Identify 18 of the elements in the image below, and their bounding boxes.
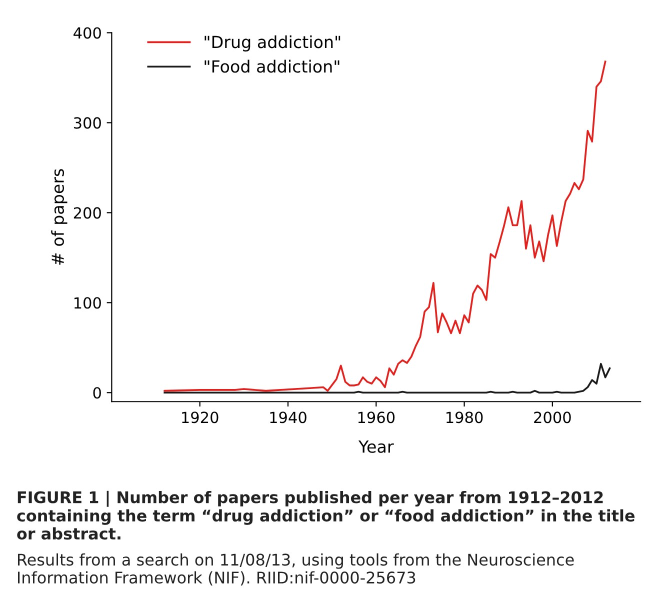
caption: FIGURE 1 | Number of papers published per year from 1912–2012 containing the term “drug addiction” or “food addiction” in the title or abstract. (17, 490, 635, 540)
x-tick-label: 1940 (270, 412, 306, 424)
legend-label: "Food addiction" (204, 60, 340, 73)
y-tick-label: 300 (74, 117, 101, 129)
x-tick-label: 1980 (446, 412, 483, 424)
x-tick-label: 1920 (182, 412, 218, 424)
x-tick-label: 2000 (534, 412, 571, 424)
line-series (164, 60, 606, 392)
x-tick-label: 1960 (358, 412, 395, 424)
y-axis-title: # of papers (51, 169, 68, 265)
y-tick-label: 200 (74, 207, 101, 219)
y-tick-label: 100 (74, 297, 101, 309)
y-tick-label: 400 (74, 27, 101, 39)
y-tick-label: 0 (93, 387, 101, 399)
line-series (164, 362, 611, 394)
text: Results from a search on 11/08/13, using tools from the Neuroscience Information Framework (NIF). RIID:nif-0000-25673 (18, 553, 574, 586)
legend-label: "Drug addiction" (204, 35, 340, 52)
x-axis-title: Year (358, 440, 394, 453)
